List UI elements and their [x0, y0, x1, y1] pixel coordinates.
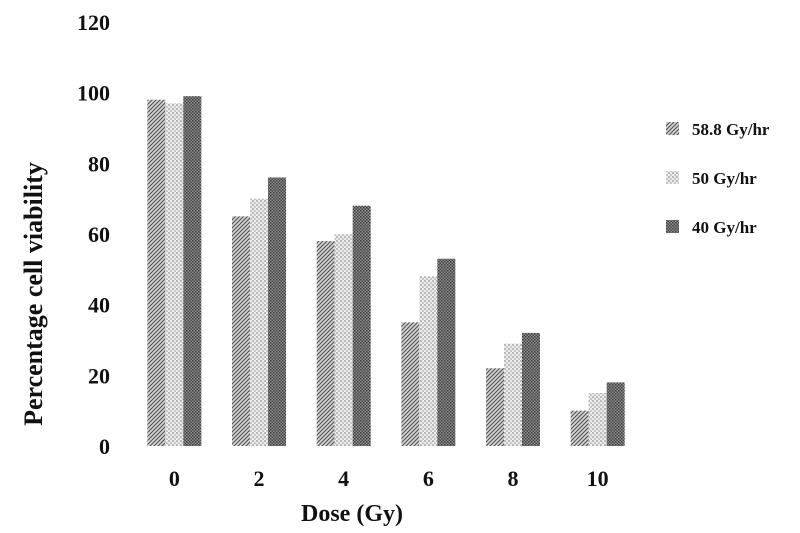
bar-0-series-2	[165, 103, 184, 447]
bar-2-series-3	[268, 177, 286, 446]
bar-10-series-3	[606, 382, 625, 446]
bar-6-series-1	[401, 322, 420, 446]
legend-label: 50 Gy/hr	[692, 169, 757, 188]
legend-label: 58.8 Gy/hr	[692, 120, 770, 139]
y-axis-title: Percentage cell viability	[19, 162, 48, 426]
bar-6-series-3	[437, 258, 456, 446]
bar-4-series-1	[316, 241, 335, 446]
bar-0-series-1	[147, 99, 166, 446]
plot-area	[147, 96, 625, 447]
legend: 58.8 Gy/hr 50 Gy/hr 40 Gy/hr	[666, 120, 770, 237]
x-tick-label: 0	[169, 466, 180, 491]
y-tick-label: 0	[99, 434, 110, 459]
x-axis-ticks: 0 2 4 6 8 10	[169, 466, 609, 491]
y-tick-label: 40	[88, 293, 110, 318]
x-tick-label: 6	[423, 466, 434, 491]
legend-label: 40 Gy/hr	[692, 218, 757, 237]
legend-swatch	[666, 122, 679, 135]
y-tick-label: 100	[77, 81, 110, 106]
bar-10-series-1	[570, 410, 589, 446]
bar-4-series-3	[352, 205, 371, 446]
x-tick-label: 8	[508, 466, 519, 491]
bar-10-series-2	[588, 393, 607, 446]
y-axis-ticks: 0 20 40 60 80 100 120	[77, 10, 110, 459]
legend-swatch	[666, 171, 679, 184]
bar-2-series-1	[232, 216, 250, 446]
bar-2-series-2	[250, 198, 268, 446]
y-tick-label: 20	[88, 363, 110, 388]
y-tick-label: 80	[88, 151, 110, 176]
bar-8-series-3	[522, 332, 540, 446]
bar-8-series-1	[486, 368, 504, 446]
legend-swatch	[666, 220, 679, 233]
y-tick-label: 120	[77, 10, 110, 35]
y-tick-label: 60	[88, 222, 110, 247]
x-tick-label: 10	[587, 466, 609, 491]
x-tick-label: 2	[254, 466, 265, 491]
bar-4-series-2	[334, 234, 353, 446]
bar-0-series-3	[183, 96, 202, 446]
bar-6-series-2	[419, 276, 438, 446]
x-tick-label: 4	[338, 466, 349, 491]
bar-8-series-2	[504, 343, 522, 446]
x-axis-title: Dose (Gy)	[301, 501, 403, 527]
